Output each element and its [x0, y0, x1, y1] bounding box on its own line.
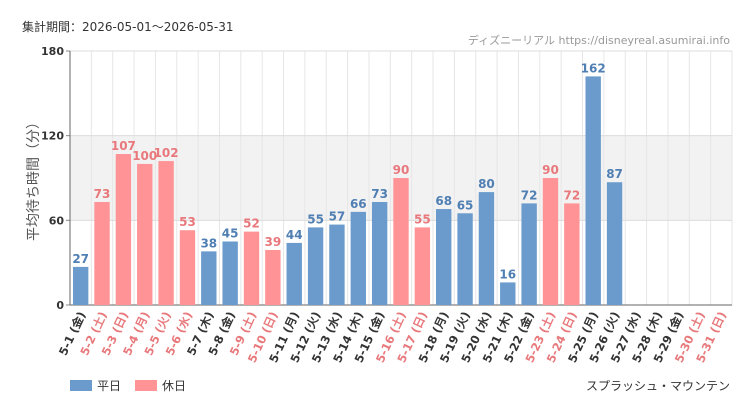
- bar: [115, 154, 132, 305]
- data-label: 57: [329, 210, 346, 224]
- data-label: 73: [371, 187, 388, 201]
- bar: [137, 163, 153, 305]
- data-label: 162: [581, 61, 606, 75]
- bar: [179, 230, 196, 305]
- period-label: 集計期間：2026-05-01〜2026-05-31: [22, 19, 233, 34]
- y-tick-label: 120: [41, 130, 64, 143]
- data-label: 65: [457, 198, 474, 212]
- bar: [585, 76, 601, 306]
- data-label: 107: [111, 139, 136, 153]
- legend-holiday-label: 休日: [162, 379, 186, 393]
- bar: [72, 266, 89, 305]
- data-label: 52: [243, 217, 260, 231]
- legend: 平日 休日: [70, 379, 186, 393]
- data-label: 16: [499, 267, 516, 281]
- bar: [307, 227, 324, 305]
- data-label: 55: [414, 212, 431, 226]
- bar: [329, 224, 345, 305]
- legend-weekday-swatch: [70, 380, 92, 391]
- bar: [350, 211, 366, 305]
- data-label: 66: [350, 197, 367, 211]
- bar: [201, 251, 217, 305]
- legend-holiday-swatch: [135, 380, 157, 391]
- site-credit: ディズニーリアル https://disneyreal.asumirai.inf…: [468, 33, 730, 47]
- bar: [500, 282, 516, 305]
- y-axis-label: 平均待ち時間（分）: [26, 115, 42, 241]
- bar: [542, 178, 559, 305]
- data-label: 53: [179, 215, 196, 229]
- bar: [606, 182, 623, 305]
- bar: [521, 203, 537, 305]
- data-label: 72: [521, 188, 538, 202]
- bar: [478, 192, 495, 305]
- data-label: 45: [222, 227, 239, 241]
- bar: [286, 242, 302, 305]
- bar: [414, 227, 431, 305]
- y-tick-label: 60: [49, 214, 65, 227]
- data-label: 72: [563, 188, 580, 202]
- bar: [158, 161, 174, 305]
- data-label: 27: [72, 252, 89, 266]
- bar: [222, 241, 238, 305]
- data-label: 55: [307, 212, 324, 226]
- data-label: 73: [94, 187, 111, 201]
- data-label: 90: [393, 163, 410, 177]
- bar: [371, 201, 388, 305]
- data-label: 87: [606, 167, 623, 181]
- bar: [94, 201, 110, 305]
- bar: [265, 249, 281, 305]
- data-label: 44: [286, 228, 303, 242]
- data-label: 39: [265, 235, 282, 249]
- data-label: 68: [435, 194, 452, 208]
- y-tick-label: 180: [41, 45, 64, 58]
- bar: [243, 231, 260, 305]
- attraction-name: スプラッシュ・マウンテン: [586, 379, 730, 393]
- data-label: 100: [132, 149, 157, 163]
- legend-weekday-label: 平日: [97, 379, 121, 393]
- bar: [457, 213, 473, 305]
- data-label: 38: [200, 236, 217, 250]
- data-label: 80: [478, 177, 495, 191]
- data-label: 102: [154, 146, 179, 160]
- y-tick-label: 0: [56, 299, 64, 312]
- bar: [436, 209, 452, 305]
- data-label: 90: [542, 163, 559, 177]
- bar: [564, 203, 580, 305]
- bar: [393, 178, 409, 305]
